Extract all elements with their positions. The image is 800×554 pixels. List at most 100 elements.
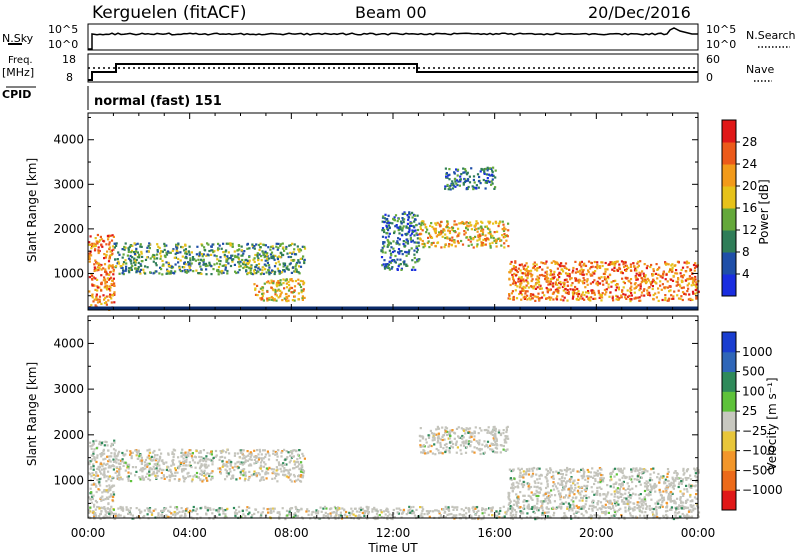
power-cell: [415, 224, 418, 227]
power-cell: [261, 297, 264, 300]
velocity-cell: [558, 478, 561, 481]
velocity-cell: [580, 496, 583, 499]
velocity-cell: [247, 478, 250, 482]
power-cell: [593, 260, 596, 264]
velocity-cell: [371, 510, 374, 513]
velocity-cell: [170, 471, 173, 474]
power-cell: [282, 265, 285, 268]
velocity-cell: [570, 477, 573, 480]
power-cell: [576, 270, 579, 274]
velocity-cell: [534, 506, 537, 509]
power-cell: [127, 247, 130, 250]
power-cell: [294, 265, 297, 268]
velocity-cell: [585, 487, 588, 490]
velocity-cell: [468, 436, 471, 439]
power-cell: [518, 292, 521, 296]
velocity-cell: [92, 452, 95, 455]
power-cell: [277, 280, 280, 283]
power-cell: [539, 297, 542, 300]
velocity-cell: [195, 475, 198, 478]
power-cell: [110, 239, 114, 242]
power-cell: [664, 262, 667, 265]
velocity-cell: [469, 445, 472, 448]
velocity-cell: [614, 467, 617, 470]
power-cell: [481, 233, 484, 236]
power-cell: [159, 252, 162, 255]
velocity-cell: [195, 449, 198, 453]
power-cell: [677, 278, 680, 281]
velocity-cell: [508, 492, 511, 495]
velocity-cell: [624, 492, 627, 495]
power-cell: [95, 297, 98, 300]
velocity-cell: [138, 455, 141, 458]
power-cell: [386, 263, 389, 266]
velocity-cell: [103, 470, 106, 473]
power-cell: [217, 270, 220, 273]
velocity-cell: [541, 503, 544, 506]
power-cell: [174, 263, 177, 266]
power-cell: [464, 222, 467, 225]
velocity-cell: [613, 502, 617, 505]
power-cell: [175, 246, 178, 249]
velocity-cell: [681, 492, 684, 495]
velocity-cell: [136, 457, 139, 460]
power-cell: [605, 280, 608, 283]
power-cell: [693, 269, 696, 272]
power-cell: [481, 244, 484, 247]
power-cell: [618, 263, 621, 266]
velocity-cell: [107, 478, 110, 481]
velocity-cell: [545, 468, 548, 471]
velocity-cell: [177, 479, 181, 482]
velocity-cell: [648, 507, 651, 510]
velocity-cell: [669, 490, 673, 494]
power-cell: [450, 244, 453, 247]
velocity-cell: [109, 460, 112, 463]
power-cell: [189, 257, 192, 260]
power-cell: [293, 270, 296, 273]
velocity-cell: [205, 455, 208, 458]
velocity-cell: [654, 502, 657, 505]
velocity-cell: [633, 508, 636, 511]
velocity-cell: [357, 517, 361, 520]
velocity-cell: [442, 434, 445, 437]
velocity-cell: [433, 434, 436, 437]
velocity-cell: [686, 490, 689, 493]
velocity-cell: [660, 503, 663, 507]
power-cell: [112, 270, 115, 273]
power-cell: [637, 296, 640, 299]
power-cell: [485, 225, 488, 228]
power-cell: [494, 186, 497, 189]
power-cell: [124, 259, 127, 262]
power-cell: [465, 188, 468, 191]
power-cell: [608, 273, 611, 276]
velocity-cell: [289, 478, 292, 481]
velocity-cell: [150, 512, 154, 515]
power-cell: [231, 242, 234, 245]
velocity-cell: [148, 507, 152, 510]
power-cell: [402, 240, 405, 243]
power-cell: [681, 266, 685, 269]
velocity-cell: [616, 510, 619, 513]
velocity-cell: [511, 489, 514, 493]
power-cell: [103, 263, 107, 266]
velocity-cell: [427, 436, 431, 439]
velocity-cell: [209, 478, 213, 481]
velocity-cell: [508, 498, 511, 501]
velocity-cell: [214, 455, 217, 458]
power-cell: [266, 299, 269, 302]
power-cell: [126, 254, 129, 257]
velocity-cell: [695, 489, 698, 492]
velocity-cell: [658, 481, 661, 484]
velocity-cell: [631, 469, 634, 472]
velocity-cell: [615, 488, 618, 491]
velocity-cell: [578, 470, 581, 473]
power-cell: [671, 268, 674, 271]
velocity-cell: [113, 439, 116, 442]
velocity-cell: [198, 467, 202, 470]
power-cell: [633, 287, 636, 290]
power-cell: [630, 288, 633, 291]
power-cell: [591, 265, 594, 268]
power-cell: [408, 249, 411, 252]
power-cell: [518, 286, 522, 289]
velocity-cell: [492, 428, 496, 431]
